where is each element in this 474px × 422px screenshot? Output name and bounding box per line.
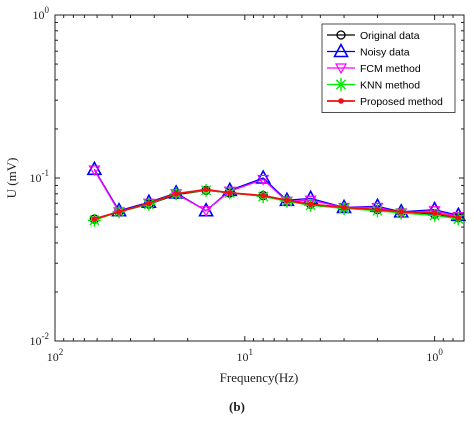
legend-entry: FCM method — [327, 63, 421, 75]
data-point — [173, 190, 179, 197]
data-point — [431, 210, 438, 216]
data-point — [88, 165, 101, 177]
data-point — [307, 201, 314, 208]
data-point — [398, 209, 404, 215]
data-point — [374, 206, 381, 213]
x-axis-label: Frequency(Hz) — [220, 370, 299, 385]
data-point — [91, 216, 98, 222]
legend-marker — [338, 98, 344, 104]
legend: Original data Noisy data FCM method KNN met… — [321, 23, 456, 113]
data-point — [455, 214, 462, 221]
legend-entry: Proposed method — [327, 96, 443, 108]
legend-label: Noisy data — [360, 47, 410, 59]
data-point — [428, 206, 441, 217]
data-point — [255, 169, 272, 184]
data-point — [198, 202, 214, 217]
y-tick-label: 10-2 — [30, 331, 50, 348]
x-tick-label: 101 — [237, 347, 253, 364]
legend-marker — [334, 78, 348, 91]
data-point — [304, 195, 317, 207]
data-point — [146, 200, 152, 207]
data-point — [284, 197, 290, 204]
legend-marker — [336, 30, 346, 40]
data-point — [200, 206, 213, 217]
data-point — [226, 190, 233, 196]
series-line — [94, 188, 459, 220]
axis-layer: 102 101 100 100 10-1 10-2 — [30, 5, 465, 364]
legend-entry: Original data — [327, 30, 420, 42]
legend-label: FCM method — [360, 63, 421, 75]
y-tick-label: 10-1 — [30, 168, 50, 185]
plot-layer — [86, 160, 467, 227]
legend-entry: Noisy data — [327, 42, 410, 59]
legend-marker — [333, 42, 349, 58]
data-point — [257, 174, 270, 186]
x-tick-label: 100 — [426, 347, 443, 364]
data-point — [260, 192, 266, 199]
data-point — [116, 209, 122, 215]
series-proposed-method — [91, 186, 462, 222]
data-point — [203, 186, 209, 193]
legend-label: Original data — [360, 30, 420, 42]
legend-label: KNN method — [360, 80, 420, 92]
legend-marker — [334, 63, 348, 75]
legend-entry: KNN method — [327, 78, 420, 92]
data-point — [341, 204, 347, 211]
x-tick-label: 102 — [47, 347, 64, 364]
y-axis-label: U (mV) — [4, 158, 19, 199]
data-point — [86, 160, 103, 176]
figure-caption: (b) — [229, 399, 245, 414]
legend-label: Proposed method — [360, 96, 443, 108]
y-tick-label: 100 — [33, 5, 50, 22]
